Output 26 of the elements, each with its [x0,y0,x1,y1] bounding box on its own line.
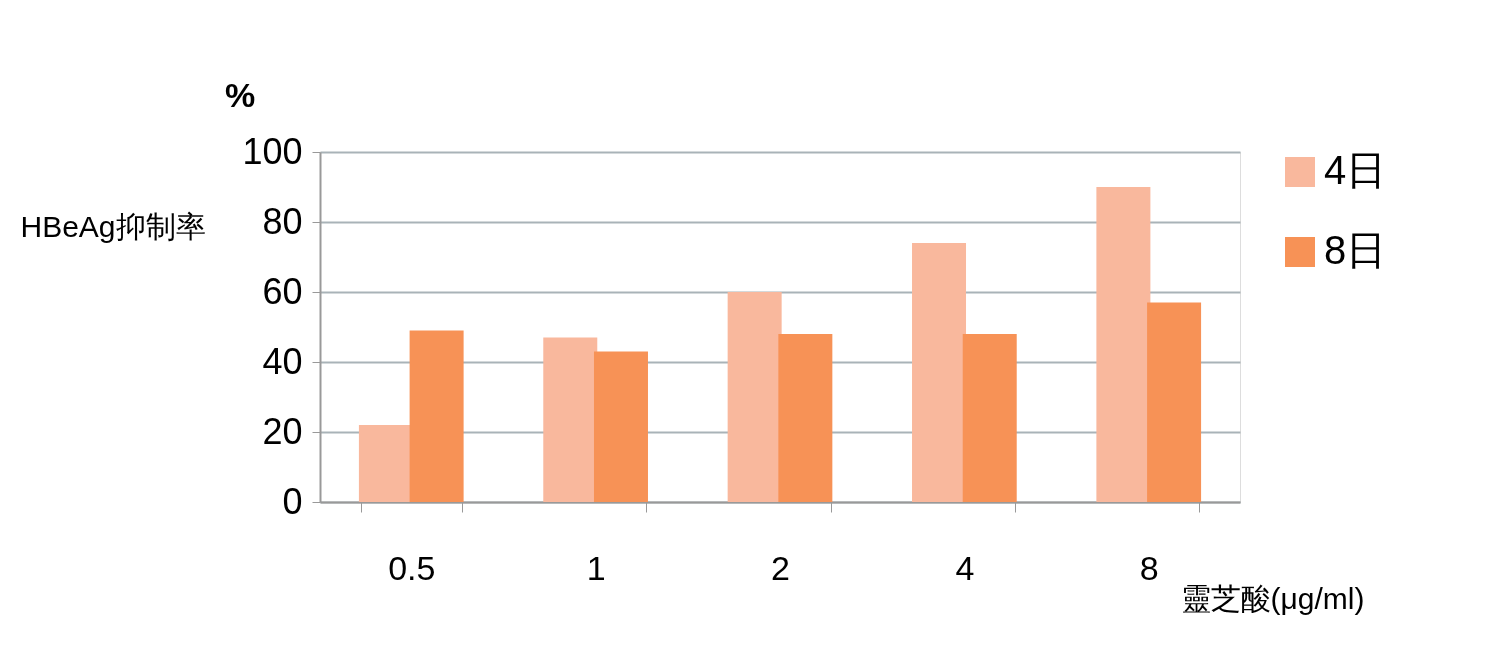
bar [593,351,648,502]
y-tick-label: 100 [242,130,303,172]
bar [1147,302,1202,502]
y-tick-label: 40 [262,340,303,382]
text: % [224,76,256,114]
bar [358,425,413,502]
x-tick-label: 2 [771,548,790,587]
x-tick-label: 4 [955,548,975,587]
x-tick-label: 8 [1139,548,1159,587]
bar [912,243,967,502]
y-tick-label: 0 [282,480,303,522]
bar [962,334,1017,502]
y-tick-label: 80 [262,200,303,242]
x-tick-label: 0.5 [388,548,436,587]
y-tick-label: 60 [262,270,303,312]
legend-label: 8日 [1324,228,1387,272]
x-tick-label: 1 [586,548,606,587]
bar [409,330,464,502]
bar [543,337,598,502]
bar [727,292,782,502]
x-axis-title: 靈芝酸(μg/ml) [1180,581,1365,615]
y-axis-title: HBeAg抑制率 [20,209,206,243]
y-tick-label: 20 [262,410,303,452]
legend-label: 4日 [1324,148,1387,192]
bar [1096,187,1151,502]
bar [778,334,833,502]
